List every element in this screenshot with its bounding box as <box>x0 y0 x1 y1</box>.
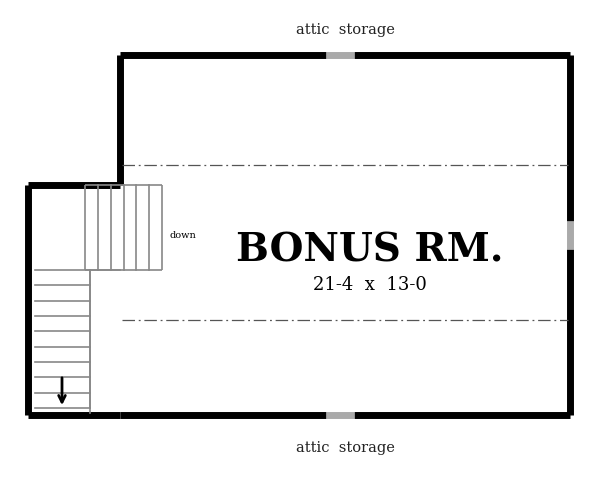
Text: attic  storage: attic storage <box>296 23 394 37</box>
Text: BONUS RM.: BONUS RM. <box>236 231 503 269</box>
Text: down: down <box>170 230 197 240</box>
Text: 21-4  x  13-0: 21-4 x 13-0 <box>313 276 427 294</box>
Text: attic  storage: attic storage <box>296 441 394 455</box>
